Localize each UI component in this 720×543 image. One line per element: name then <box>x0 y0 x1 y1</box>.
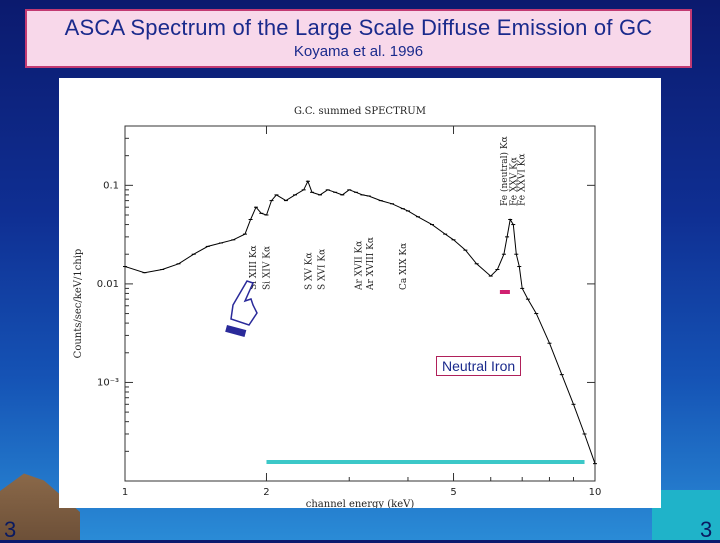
spectrum-chart: G.C. summed SPECTRUM 1 2 5 10 0.1 0.01 10⁻³ chan… <box>73 106 602 508</box>
emission-line-label-2: S XV Kα <box>305 252 315 290</box>
energy-range-bar <box>266 460 585 464</box>
spectrum-line <box>124 180 596 464</box>
x-tick-label-1: 2 <box>263 487 269 498</box>
slide-subtitle: Koyama et al. 1996 <box>293 43 424 60</box>
slide-title: ASCA Spectrum of the Large Scale Diffuse… <box>64 15 653 40</box>
emission-line-label-5: Ar XVIII Kα <box>366 237 376 291</box>
slide-number-left: 3 <box>4 517 17 542</box>
emission-line-label-6: Ca XIX Kα <box>399 243 409 290</box>
pointing-hand-cuff <box>225 325 247 337</box>
emission-line-label-7: Fe (neutral) Kα <box>499 136 510 206</box>
emission-line-label-9: Fe XXVI Kα <box>517 154 527 206</box>
emission-line-label-3: S XVI Kα <box>318 249 328 290</box>
corner-decoration <box>652 490 720 540</box>
emission-line-label-1: Si XIV Kα <box>263 246 273 290</box>
title-box: ASCA Spectrum of the Large Scale Diffuse… <box>25 9 692 68</box>
x-tick-label-2: 5 <box>450 487 456 498</box>
emission-line-label-4: Ar XVII Kα <box>355 241 365 291</box>
y-axis-label: Counts/sec/keV/1chip <box>73 249 84 359</box>
emission-line-label-8: Fe XXV Kα <box>509 157 519 206</box>
x-axis-label: channel energy (keV) <box>306 499 415 508</box>
neutral-iron-marker <box>499 290 510 294</box>
pointing-hand-icon <box>230 280 258 326</box>
neutral-iron-annotation: Neutral Iron <box>436 356 522 376</box>
plot-frame <box>124 125 596 482</box>
neutral-iron-label: Neutral Iron <box>442 358 516 374</box>
spectrum-figure: G.C. summed SPECTRUM 1 2 5 10 0.1 0.01 10⁻³ chan… <box>59 78 661 508</box>
chart-title: G.C. summed SPECTRUM <box>294 106 426 117</box>
y-tick-label-0: 0.1 <box>103 180 119 191</box>
y-tick-label-1: 0.01 <box>97 279 119 290</box>
slide-number-right: 3 <box>700 517 713 542</box>
y-tick-label-2: 10⁻³ <box>97 377 119 388</box>
x-tick-label-0: 1 <box>122 487 128 498</box>
emission-line-label-0: Si XIII Kα <box>249 245 259 290</box>
x-tick-label-3: 10 <box>589 487 602 498</box>
